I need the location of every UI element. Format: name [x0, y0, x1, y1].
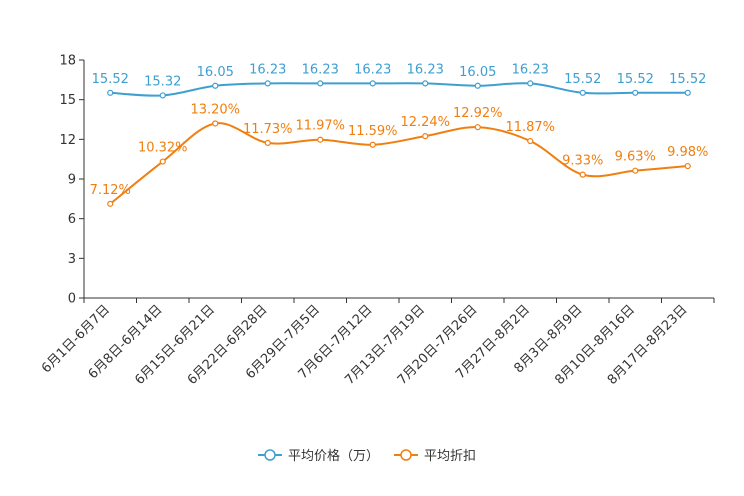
legend-label: 平均价格（万）	[288, 448, 379, 464]
y-tick-label: 12	[59, 133, 76, 148]
data-label: 15.52	[92, 72, 129, 87]
data-point	[107, 200, 114, 207]
legend-label: 平均折扣	[424, 449, 476, 464]
data-point	[212, 82, 219, 89]
data-point	[632, 89, 639, 96]
series-line-price	[110, 82, 688, 97]
data-label: 10.32%	[138, 141, 188, 156]
data-label: 15.52	[669, 72, 706, 87]
data-label: 15.52	[564, 72, 601, 87]
y-tick-label: 9	[68, 173, 76, 188]
data-point	[369, 141, 376, 148]
data-point	[212, 120, 219, 127]
data-point	[684, 89, 691, 96]
y-tick-label: 0	[68, 292, 76, 307]
y-tick-label: 3	[68, 252, 76, 267]
data-label: 11.59%	[348, 124, 398, 139]
data-label: 16.23	[407, 62, 444, 77]
data-label: 11.73%	[243, 122, 293, 137]
data-point	[632, 167, 639, 174]
data-label: 11.87%	[505, 120, 555, 135]
data-label: 11.97%	[295, 119, 345, 134]
y-tick-label: 18	[59, 54, 76, 69]
y-tick-label: 6	[68, 212, 76, 227]
data-point	[422, 80, 429, 87]
data-point	[369, 80, 376, 87]
data-label: 9.33%	[562, 154, 603, 169]
data-label: 9.63%	[615, 150, 656, 165]
data-label: 16.23	[302, 62, 339, 77]
data-label: 16.23	[354, 62, 391, 77]
legend-marker	[400, 449, 412, 461]
data-label: 16.23	[249, 62, 286, 77]
data-point	[159, 92, 166, 99]
data-label: 15.52	[617, 72, 654, 87]
data-point	[684, 162, 691, 170]
data-label: 16.23	[512, 62, 549, 77]
data-label: 7.12%	[90, 183, 131, 198]
data-point	[317, 80, 324, 87]
data-label: 12.92%	[453, 106, 503, 121]
data-point	[159, 158, 166, 165]
legend-marker	[264, 449, 276, 461]
data-point	[474, 124, 481, 131]
data-label: 15.32	[144, 74, 181, 89]
data-label: 16.05	[459, 65, 496, 80]
data-point	[527, 137, 534, 145]
data-point	[474, 82, 481, 89]
data-label: 12.24%	[400, 115, 450, 130]
data-label: 9.98%	[667, 145, 708, 160]
data-point	[579, 89, 586, 96]
data-point	[422, 133, 429, 140]
data-label: 13.20%	[190, 102, 240, 117]
data-point	[107, 89, 114, 96]
data-point	[264, 80, 271, 87]
y-tick-label: 15	[59, 93, 76, 108]
data-point	[527, 80, 534, 87]
data-point	[579, 171, 586, 178]
data-label: 16.05	[197, 65, 234, 80]
data-point	[264, 139, 271, 147]
data-point	[317, 136, 324, 143]
